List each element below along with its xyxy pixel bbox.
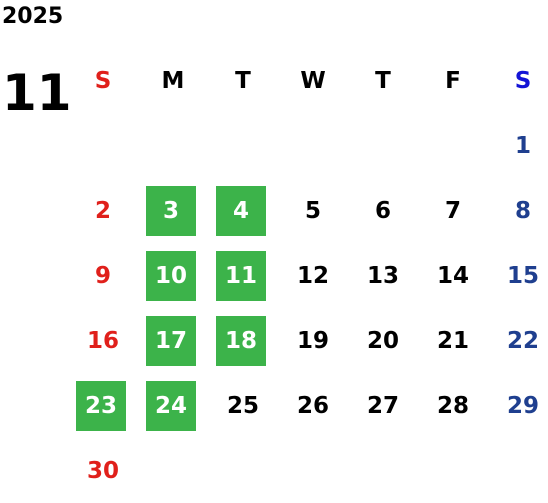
highlighted-day: 24 xyxy=(146,381,196,431)
month: 11 xyxy=(2,64,72,122)
weekday-header: S xyxy=(94,68,112,94)
day: 16 xyxy=(86,328,119,354)
weekday-header: T xyxy=(235,68,251,94)
highlighted-day: 11 xyxy=(216,251,266,301)
day: 5 xyxy=(304,198,321,224)
weekday-header: F xyxy=(445,68,461,94)
day: 13 xyxy=(366,263,399,289)
day: 9 xyxy=(94,263,111,289)
day: 2 xyxy=(94,198,111,224)
highlighted-day: 10 xyxy=(146,251,196,301)
weekday-header: T xyxy=(375,68,391,94)
day: 22 xyxy=(506,328,539,354)
day: 28 xyxy=(436,393,469,419)
day: 29 xyxy=(506,393,539,419)
year: 2025 xyxy=(2,4,64,29)
day: 1 xyxy=(514,133,531,159)
highlighted-day: 17 xyxy=(146,316,196,366)
weekday-header: M xyxy=(161,68,185,94)
day: 30 xyxy=(86,458,119,484)
day: 25 xyxy=(226,393,259,419)
day: 14 xyxy=(436,263,469,289)
weekday-header: W xyxy=(300,68,326,94)
day: 15 xyxy=(506,263,539,289)
highlighted-day: 18 xyxy=(216,316,266,366)
day: 27 xyxy=(366,393,399,419)
highlighted-day: 23 xyxy=(76,381,126,431)
highlighted-day: 3 xyxy=(146,186,196,236)
highlighted-day: 4 xyxy=(216,186,266,236)
day: 26 xyxy=(296,393,329,419)
day: 8 xyxy=(514,198,531,224)
day: 6 xyxy=(374,198,391,224)
day: 20 xyxy=(366,328,399,354)
day: 19 xyxy=(296,328,329,354)
weekday-header: S xyxy=(514,68,532,94)
day: 7 xyxy=(444,198,461,224)
day: 21 xyxy=(436,328,469,354)
day: 12 xyxy=(296,263,329,289)
